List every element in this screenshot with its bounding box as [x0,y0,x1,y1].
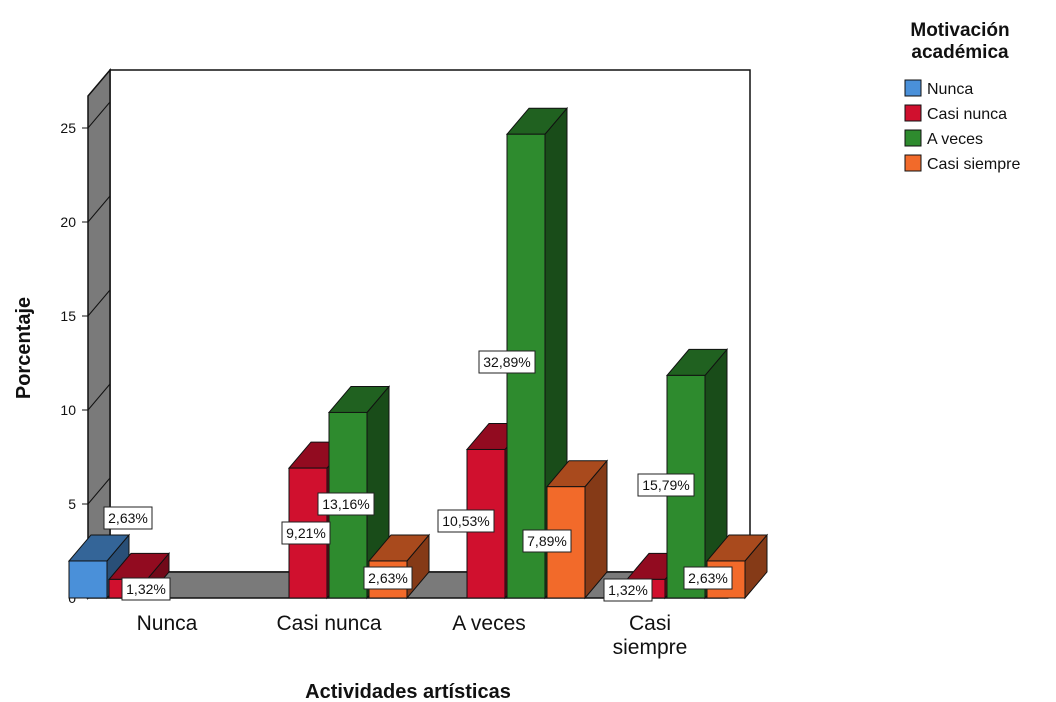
data-label-text: 2,63% [108,510,148,526]
legend-item: Casi nunca [904,104,1007,123]
legend-title: Motivación académica [910,20,1009,63]
data-label-box [103,506,153,530]
data-label-box [478,350,536,374]
legend-label: A veces [927,131,983,148]
data-label: 10,53% [437,509,495,533]
data-label: 13,16% [317,492,375,516]
y-tick-wall-line [87,289,111,317]
data-label: 2,63% [363,566,413,590]
legend-swatch [904,104,922,122]
data-label: 15,79% [637,473,695,497]
y-tick-label: 5 [68,496,76,512]
legend-item: Nunca [904,79,973,98]
legend: Motivación académica Nunca Casi nunca A vec… [904,20,1020,173]
data-label-text: 2,63% [368,570,408,586]
x-axis-title: Actividades artísticas [305,681,511,702]
data-label-box [363,566,413,590]
y-axis-title: Porcentaje [13,297,35,399]
data-label-box [603,578,653,602]
bar-casi-siempre [545,459,609,600]
y-tick-label: 25 [60,120,76,136]
data-label-text: 1,32% [608,582,648,598]
data-label-text: 13,16% [322,496,369,512]
x-category-label: siempre [613,636,688,659]
legend-swatch [904,129,922,147]
data-label-box [522,529,572,553]
data-label-box [637,473,695,497]
x-category-label: A veces [452,612,526,635]
y-tick-label: 15 [60,308,76,324]
y-tick-wall-line [87,383,111,411]
legend-label: Casi nunca [927,106,1007,123]
legend-label: Nunca [927,81,973,98]
bar-front [68,560,108,599]
data-label: 1,32% [603,578,653,602]
data-label: 2,63% [683,566,733,590]
data-label: 1,32% [121,577,171,601]
data-label-box [317,492,375,516]
data-label-box [683,566,733,590]
y-tick-label: 10 [60,402,76,418]
legend-item: A veces [904,129,983,148]
data-label: 2,63% [103,506,153,530]
y-tick-wall-line [87,195,111,223]
y-tick-label: 20 [60,214,76,230]
bar-nunca [67,533,131,600]
data-label-text: 7,89% [527,533,567,549]
data-label-text: 15,79% [642,477,689,493]
data-label: 32,89% [478,350,536,374]
data-label-text: 2,63% [688,570,728,586]
legend-item: Casi siempre [904,154,1020,173]
chart-walls [86,67,752,601]
data-label: 9,21% [281,521,331,545]
legend-label: Casi siempre [927,156,1020,173]
legend-swatch [904,154,922,172]
data-label-text: 1,32% [126,581,166,597]
data-label-text: 32,89% [483,354,530,370]
x-category-label: Casi [629,612,671,635]
back-wall [109,69,751,573]
legend-swatch [904,79,922,97]
data-label-box [281,521,331,545]
data-label-box [121,577,171,601]
data-label-text: 9,21% [286,525,326,541]
data-label-text: 10,53% [442,513,489,529]
data-labels: 2,63% 1,32% 9,21% 13,16% 2,63% 10,53% 32,89% 7,… [103,350,733,602]
y-tick-wall-line [87,101,111,129]
x-category-label: Casi nunca [276,612,381,635]
x-category-label: Nunca [137,612,198,635]
y-axis: 0510152025 [60,101,111,606]
data-label-box [437,509,495,533]
data-label: 7,89% [522,529,572,553]
y-tick-wall-line [87,477,111,505]
